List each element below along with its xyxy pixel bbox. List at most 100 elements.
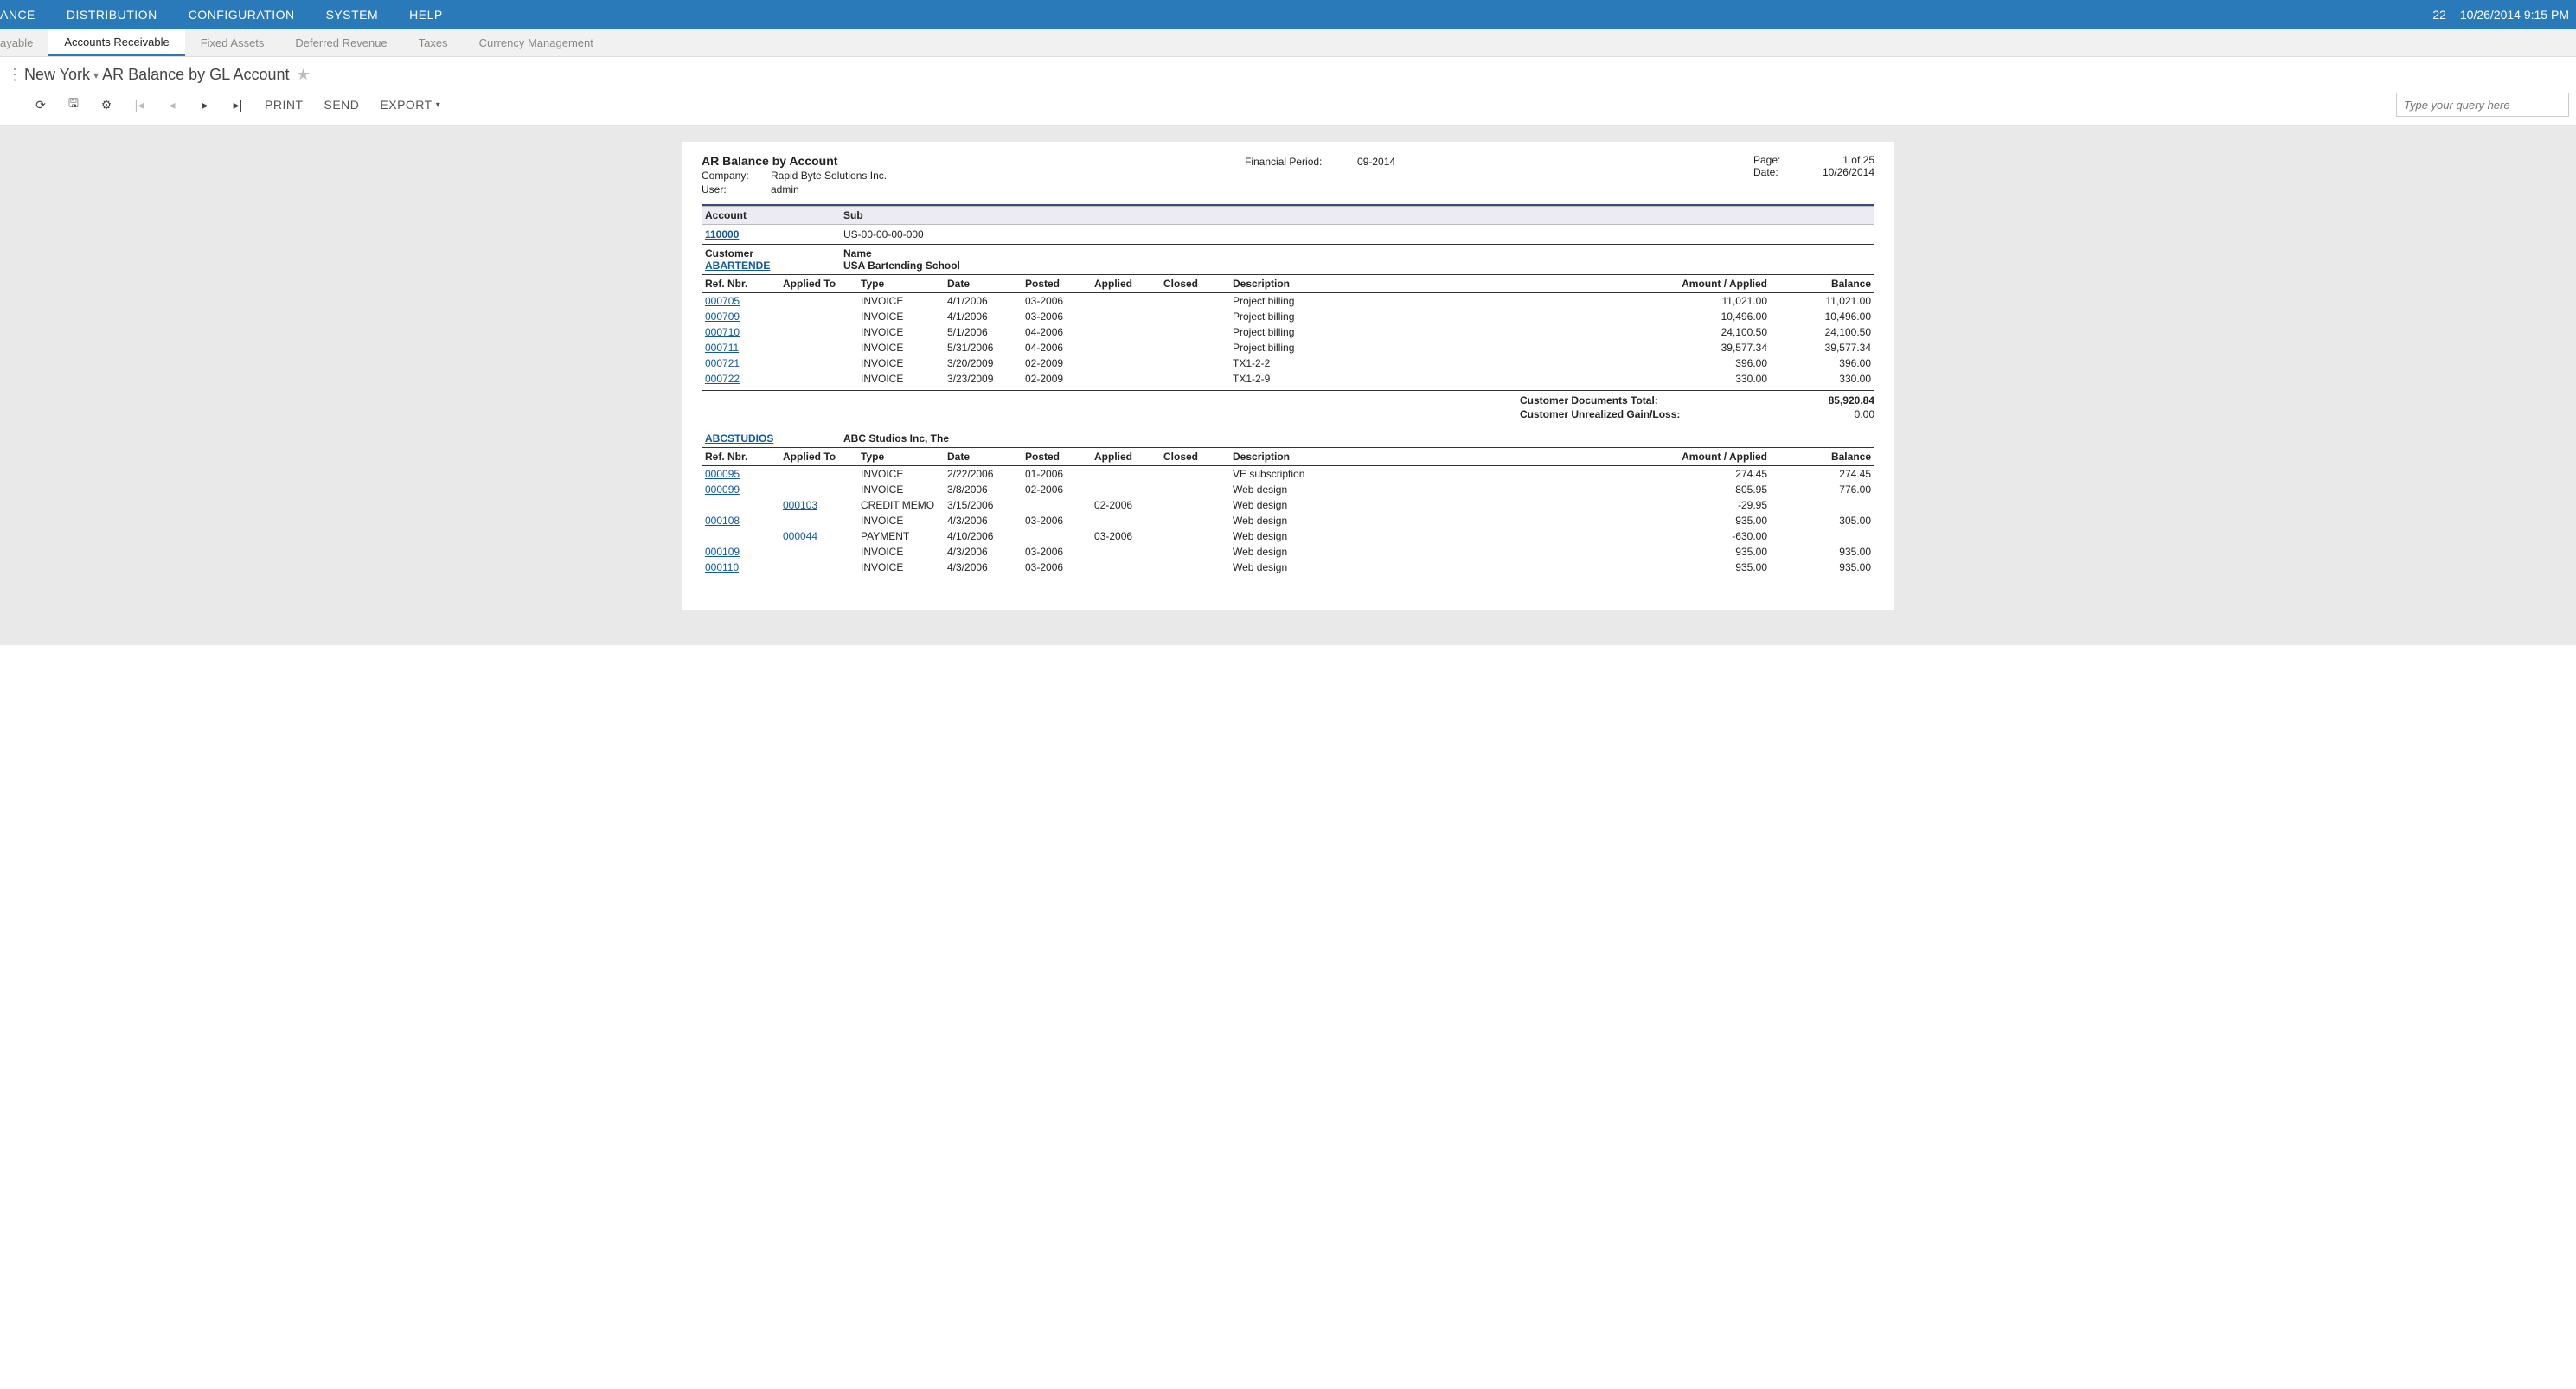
cell-date: 3/8/2006 — [944, 482, 1022, 497]
customer-link[interactable]: ABARTENDE — [705, 259, 770, 272]
cell-amount: -29.95 — [1641, 497, 1771, 513]
table-row: 000722INVOICE3/23/200902-2009TX1-2-9330.… — [702, 371, 1874, 387]
ref-link[interactable]: 000099 — [705, 483, 740, 496]
ref-link[interactable]: 000110 — [705, 561, 739, 573]
cell-amount: 11,021.00 — [1641, 293, 1771, 310]
cell-applied — [1091, 355, 1160, 371]
cell-balance: 39,577.34 — [1771, 340, 1874, 355]
cell-closed — [1160, 528, 1229, 544]
sliders-icon: ⚙ — [101, 98, 112, 112]
cell-applied — [1091, 482, 1160, 497]
cell-balance: 10,496.00 — [1771, 309, 1874, 324]
user-value: admin — [771, 183, 799, 195]
ref-link[interactable]: 000710 — [705, 326, 740, 338]
cell-posted: 02-2009 — [1022, 355, 1091, 371]
cell-applied: 02-2006 — [1091, 497, 1160, 513]
account-link[interactable]: 110000 — [705, 228, 739, 240]
customer-link[interactable]: ABCSTUDIOS — [705, 432, 773, 445]
cell-balance: 935.00 — [1771, 560, 1874, 575]
topnav-item-distribution[interactable]: DISTRIBUTION — [51, 0, 173, 29]
cell-type: INVOICE — [857, 293, 944, 310]
page-first-button[interactable]: |◂ — [125, 93, 154, 117]
cell-amount: 39,577.34 — [1641, 340, 1771, 355]
cell-type: INVOICE — [857, 482, 944, 497]
cell-date: 4/3/2006 — [944, 513, 1022, 528]
cell-description: Project billing — [1229, 340, 1641, 355]
table-row: 000710INVOICE5/1/200604-2006Project bill… — [702, 324, 1874, 340]
table-row: 000721INVOICE3/20/200902-2009TX1-2-2396.… — [702, 355, 1874, 371]
ref-link[interactable]: 000705 — [705, 295, 740, 307]
cell-posted: 02-2009 — [1022, 371, 1091, 387]
topnav-item-system[interactable]: SYSTEM — [311, 0, 394, 29]
cell-balance: 776.00 — [1771, 482, 1874, 497]
cell-type: CREDIT MEMO — [857, 497, 944, 513]
subnav-item-receivable[interactable]: Accounts Receivable — [48, 29, 184, 56]
subnav-item-payable[interactable]: ayable — [0, 29, 48, 56]
cell-applied: 03-2006 — [1091, 528, 1160, 544]
col-posted: Posted — [1022, 448, 1091, 466]
cell-type: INVOICE — [857, 544, 944, 560]
ref-link[interactable]: 000109 — [705, 546, 740, 558]
cell-posted: 04-2006 — [1022, 340, 1091, 355]
chevron-down-icon[interactable]: ▾ — [93, 69, 99, 81]
table-row: 000108INVOICE4/3/200603-2006Web design93… — [702, 513, 1874, 528]
topnav-item-finance[interactable]: ANCE — [0, 0, 51, 29]
page-prev-button[interactable]: ◂ — [157, 93, 187, 117]
col-posted: Posted — [1022, 275, 1091, 293]
cell-amount: 10,496.00 — [1641, 309, 1771, 324]
page-value: 1 of 25 — [1805, 154, 1874, 166]
page-last-button[interactable]: ▸| — [223, 93, 253, 117]
gainloss-value: 0.00 — [1753, 408, 1874, 420]
ref-link[interactable]: 000095 — [705, 468, 740, 480]
settings-button[interactable]: ⚙ — [92, 93, 121, 117]
cell-type: PAYMENT — [857, 528, 944, 544]
cell-balance: 24,100.50 — [1771, 324, 1874, 340]
applied-to-link[interactable]: 000103 — [783, 499, 817, 511]
cell-posted: 03-2006 — [1022, 544, 1091, 560]
ref-link[interactable]: 000108 — [705, 515, 740, 527]
page-next-button[interactable]: ▸ — [190, 93, 220, 117]
cell-description: Web design — [1229, 560, 1641, 575]
refresh-button[interactable]: ⟳ — [26, 93, 55, 117]
cell-closed — [1160, 497, 1229, 513]
ref-link[interactable]: 000721 — [705, 357, 740, 369]
cell-applied — [1091, 309, 1160, 324]
table-row: 000110INVOICE4/3/200603-2006Web design93… — [702, 560, 1874, 575]
export-button[interactable]: EXPORT ▾ — [371, 93, 449, 117]
cell-description: Project billing — [1229, 324, 1641, 340]
subnav-item-fixed-assets[interactable]: Fixed Assets — [185, 29, 280, 56]
toolbar: ⟳ 🖫 ⚙ |◂ ◂ ▸ ▸| PRINT SEND EXPORT ▾ — [0, 87, 2576, 126]
topnav-item-help[interactable]: HELP — [394, 0, 458, 29]
breadcrumb-branch[interactable]: New York — [24, 66, 90, 84]
name-col-header: Name — [843, 247, 872, 259]
topnav-item-configuration[interactable]: CONFIGURATION — [173, 0, 311, 29]
col-date: Date — [944, 275, 1022, 293]
cell-balance: 274.45 — [1771, 466, 1874, 483]
favorite-star-icon[interactable]: ★ — [297, 66, 311, 84]
cell-balance — [1771, 528, 1874, 544]
applied-to-link[interactable]: 000044 — [783, 530, 817, 542]
cell-date: 4/3/2006 — [944, 544, 1022, 560]
page-label: Page: — [1753, 154, 1805, 166]
save-template-button[interactable]: 🖫 — [59, 93, 88, 117]
print-button[interactable]: PRINT — [256, 93, 312, 117]
subnav-item-deferred-revenue[interactable]: Deferred Revenue — [279, 29, 402, 56]
drag-handle-icon[interactable]: ⋮ — [7, 66, 19, 84]
breadcrumb: ⋮ New York ▾ AR Balance by GL Account ★ — [0, 57, 2576, 87]
cell-date: 3/15/2006 — [944, 497, 1022, 513]
report-viewport: AR Balance by Account Company:Rapid Byte… — [0, 126, 2576, 645]
ref-link[interactable]: 000722 — [705, 373, 740, 385]
subnav-item-currency[interactable]: Currency Management — [464, 29, 609, 56]
cell-amount: 274.45 — [1641, 466, 1771, 483]
cell-date: 4/1/2006 — [944, 293, 1022, 310]
ref-link[interactable]: 000709 — [705, 310, 740, 323]
query-input[interactable] — [2396, 93, 2569, 117]
ref-link[interactable]: 000711 — [705, 342, 739, 354]
subnav-item-taxes[interactable]: Taxes — [403, 29, 464, 56]
cell-balance: 396.00 — [1771, 355, 1874, 371]
cell-closed — [1160, 513, 1229, 528]
col-closed: Closed — [1160, 275, 1229, 293]
send-button[interactable]: SEND — [316, 93, 368, 117]
gainloss-label: Customer Unrealized Gain/Loss: — [1520, 408, 1753, 420]
cell-description: Project billing — [1229, 293, 1641, 310]
